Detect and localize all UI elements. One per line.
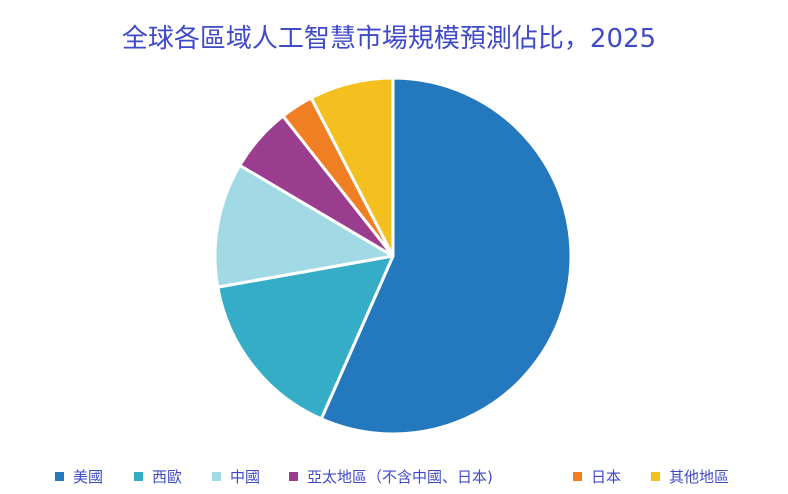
pie-slice-china[interactable]	[213, 163, 395, 289]
swatch-icon	[134, 472, 143, 481]
swatch-icon	[289, 472, 298, 481]
pie-chart	[213, 76, 573, 436]
legend-label: 西歐	[152, 468, 183, 486]
legend-item-usa[interactable]: 美國	[55, 466, 103, 487]
legend-label: 日本	[591, 468, 622, 486]
legend-label: 亞太地區（不含中國、日本)	[307, 468, 493, 486]
swatch-icon	[212, 472, 221, 481]
swatch-icon	[573, 472, 582, 481]
chart-title: 全球各區域人工智慧市場規模預測佔比，2025	[121, 24, 657, 54]
legend-item-asia-pacific[interactable]: 亞太地區（不含中國、日本)	[289, 466, 493, 487]
legend-label: 中國	[230, 468, 261, 486]
swatch-icon	[55, 472, 64, 481]
legend-item-other[interactable]: 其他地區	[651, 466, 729, 487]
pie-slice-other[interactable]	[309, 76, 395, 258]
legend-item-western-europe[interactable]: 西歐	[134, 466, 182, 487]
legend: 美國 西歐 中國 亞太地區（不含中國、日本) 日本 其他地區	[0, 466, 788, 488]
swatch-icon	[651, 472, 660, 481]
legend-item-china[interactable]: 中國	[212, 466, 260, 487]
pie-slice-western-europe[interactable]	[216, 254, 395, 421]
legend-label: 美國	[73, 468, 104, 486]
legend-label: 其他地區	[669, 468, 730, 486]
legend-item-japan[interactable]: 日本	[573, 466, 621, 487]
pie-slice-usa[interactable]	[319, 76, 573, 436]
